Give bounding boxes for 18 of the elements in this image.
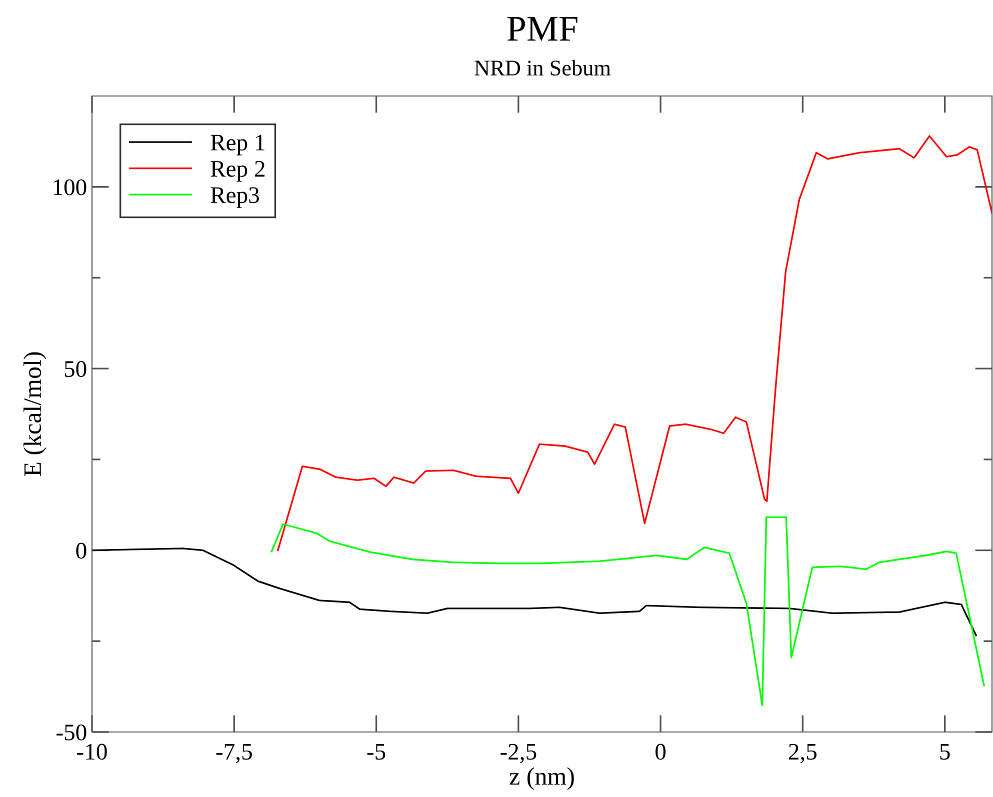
x-tick-label: -7,5	[216, 744, 252, 764]
x-tick-label: 5	[940, 744, 950, 760]
chart-subtitle: NRD in Sebum	[474, 60, 611, 76]
legend-label: Rep 2	[210, 160, 264, 182]
y-tick-label: 0	[76, 542, 86, 559]
x-tick-label: 0	[656, 744, 666, 760]
y-tick-label: 50	[64, 361, 86, 377]
y-axis-title: E (kcal/mol)	[23, 352, 46, 476]
legend-label: Rep 1	[210, 134, 264, 156]
y-tick-label: 100	[54, 179, 86, 196]
x-axis-title: z (nm)	[510, 767, 574, 790]
x-tick-label: -2,5	[500, 744, 536, 764]
x-tick-label: -5	[367, 744, 386, 760]
legend-label: Rep3	[210, 187, 259, 208]
x-tick-label: -10	[77, 744, 107, 760]
chart-title: PMF	[507, 17, 578, 41]
y-tick-label: -50	[56, 724, 86, 740]
x-tick-label: 2,5	[788, 744, 817, 764]
